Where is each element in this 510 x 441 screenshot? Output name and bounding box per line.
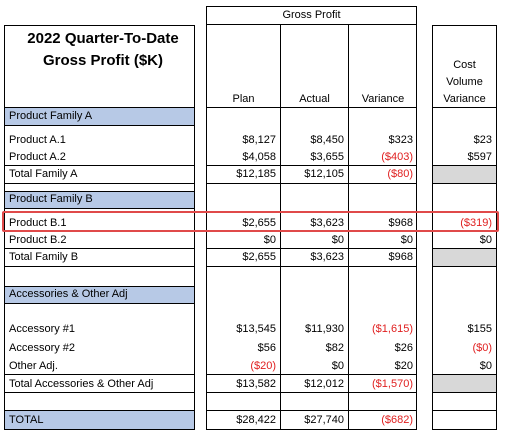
header-variance: Variance — [361, 93, 405, 105]
plan-value: $12,185 — [236, 168, 276, 180]
band-family-a — [5, 108, 194, 125]
variance-value: $26 — [394, 342, 413, 354]
section-accessories: Accessories & Other Adj — [9, 288, 128, 300]
actual-value: $0 — [331, 234, 344, 246]
variance-value: $20 — [394, 360, 413, 372]
actual-value: $8,450 — [310, 134, 344, 146]
plan-value: $13,582 — [236, 378, 276, 390]
actual-value: $27,740 — [304, 414, 344, 426]
plan-value: $0 — [263, 234, 276, 246]
cvv-value: ($0) — [472, 342, 492, 354]
header-cost: Cost — [453, 59, 476, 71]
actual-value: $3,623 — [310, 217, 344, 229]
report-title-line1: 2022 Quarter-To-Date — [27, 30, 179, 47]
plan-value: $2,655 — [242, 251, 276, 263]
row-label: Total Accessories & Other Adj — [9, 378, 154, 390]
header-gross-profit: Gross Profit — [282, 9, 341, 21]
variance-value: ($1,615) — [372, 323, 413, 335]
variance-value: ($403) — [381, 151, 413, 163]
row-label-total: TOTAL — [9, 414, 44, 426]
section-family-a: Product Family A — [9, 110, 93, 122]
actual-value: $3,655 — [310, 151, 344, 163]
header-cv-variance: Variance — [443, 93, 486, 105]
variance-value: $0 — [400, 234, 413, 246]
row-label: Product B.2 — [9, 234, 67, 246]
gross-profit-box — [206, 6, 417, 430]
row-label: Total Family A — [9, 168, 78, 180]
cvv-value: $0 — [479, 234, 492, 246]
variance-value: ($1,570) — [372, 378, 413, 390]
actual-value: $82 — [325, 342, 344, 354]
row-label: Accessory #1 — [9, 323, 76, 335]
actual-value: $12,105 — [304, 168, 344, 180]
cvv-value: $0 — [479, 360, 492, 372]
row-label: Other Adj. — [9, 360, 58, 372]
plan-value: ($20) — [250, 360, 276, 372]
row-label: Product A.1 — [9, 134, 66, 146]
row-label: Accessory #2 — [9, 342, 76, 354]
variance-value: ($80) — [387, 168, 413, 180]
plan-value: $28,422 — [236, 414, 276, 426]
variance-value: $968 — [388, 251, 413, 263]
plan-value: $56 — [257, 342, 276, 354]
band-accessories — [5, 286, 194, 303]
row-label: Product B.1 — [9, 217, 67, 229]
cost-volume-box — [432, 25, 497, 430]
header-volume: Volume — [446, 76, 483, 88]
plan-value: $13,545 — [236, 323, 276, 335]
cvv-value: ($319) — [460, 217, 492, 229]
variance-value: $968 — [388, 217, 413, 229]
label-column-box — [4, 25, 195, 430]
cvv-value: $155 — [467, 323, 492, 335]
band-family-b — [5, 191, 194, 208]
plan-value: $2,655 — [242, 217, 276, 229]
row-highlight-b1 — [2, 211, 499, 232]
header-plan: Plan — [232, 93, 255, 105]
variance-value: $323 — [388, 134, 413, 146]
actual-value: $0 — [331, 360, 344, 372]
plan-value: $8,127 — [242, 134, 276, 146]
actual-value: $3,623 — [310, 251, 344, 263]
band-total — [5, 411, 194, 429]
row-label: Total Family B — [9, 251, 79, 263]
plan-value: $4,058 — [242, 151, 276, 163]
report-title-line2: Gross Profit ($K) — [42, 52, 163, 69]
cvv-value: $597 — [467, 151, 492, 163]
cvv-value: $23 — [473, 134, 492, 146]
actual-value: $12,012 — [304, 378, 344, 390]
variance-value: ($682) — [381, 414, 413, 426]
row-label: Product A.2 — [9, 151, 66, 163]
section-family-b: Product Family B — [9, 193, 93, 205]
header-actual: Actual — [299, 93, 330, 105]
actual-value: $11,930 — [305, 323, 344, 335]
